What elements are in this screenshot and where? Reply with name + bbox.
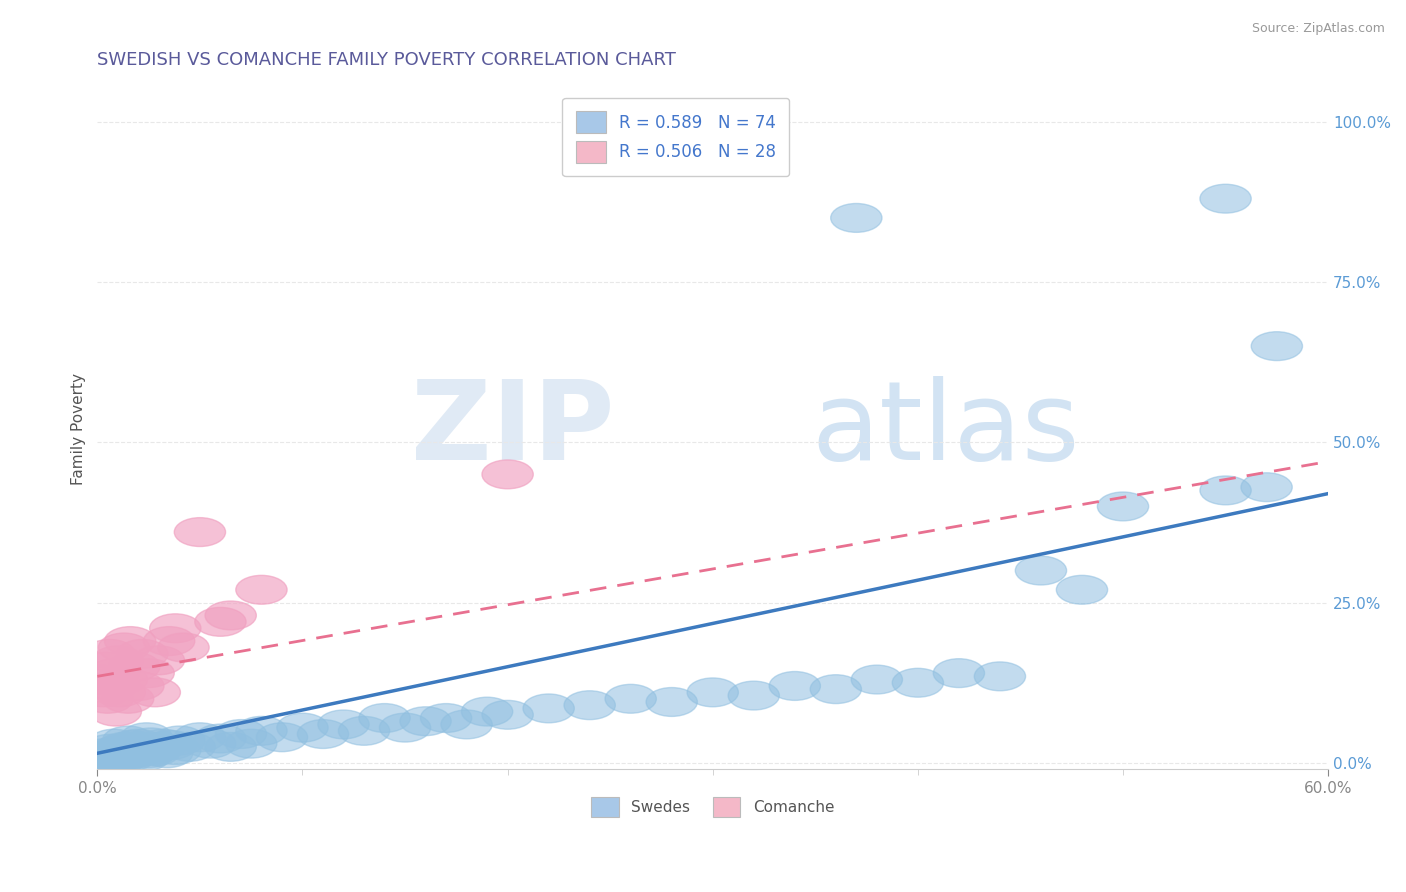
Y-axis label: Family Poverty: Family Poverty [72, 374, 86, 485]
Legend: Swedes, Comanche: Swedes, Comanche [585, 791, 841, 822]
Text: SWEDISH VS COMANCHE FAMILY POVERTY CORRELATION CHART: SWEDISH VS COMANCHE FAMILY POVERTY CORRE… [97, 51, 676, 69]
Text: atlas: atlas [811, 376, 1080, 483]
Text: ZIP: ZIP [411, 376, 614, 483]
Text: Source: ZipAtlas.com: Source: ZipAtlas.com [1251, 22, 1385, 36]
